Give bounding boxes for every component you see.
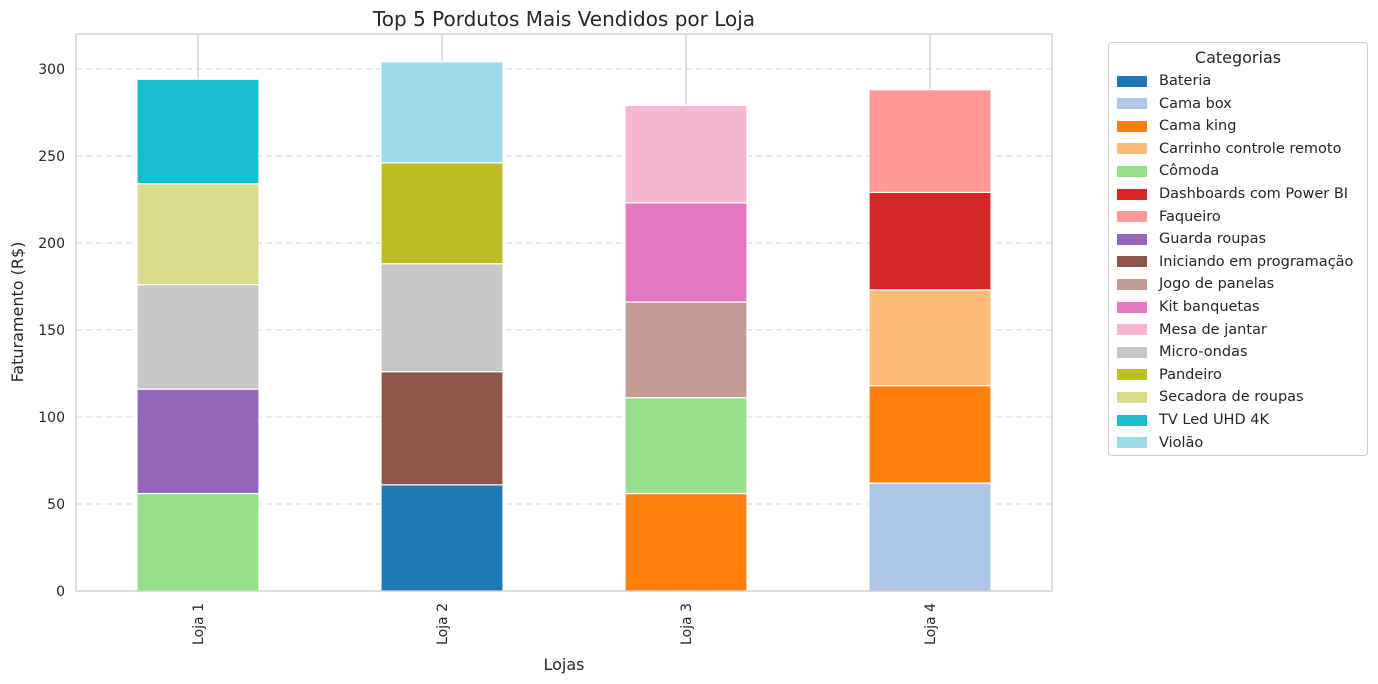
legend-swatch [1117, 188, 1147, 200]
legend-label: Iniciando em programação [1159, 253, 1354, 270]
bar-segment [136, 284, 260, 390]
chart-title: Top 5 Pordutos Mais Vendidos por Loja [372, 7, 755, 31]
bar-segment [380, 61, 504, 164]
legend-label: Kit banquetas [1159, 299, 1260, 315]
bar-segment [868, 289, 992, 387]
legend-label: Micro-ondas [1159, 344, 1248, 361]
legend-swatch [1117, 346, 1147, 358]
legend-item: Pandeiro [1117, 364, 1222, 386]
bar-segment [380, 371, 504, 486]
y-tick-label: 100 [38, 410, 65, 426]
legend-label: Faqueiro [1159, 208, 1221, 225]
legend-item: Violão [1117, 432, 1203, 454]
legend-item: Jogo de panelas [1117, 273, 1274, 295]
legend-label: Dashboards com Power BI [1159, 186, 1349, 202]
legend-item: Guarda roupas [1117, 228, 1266, 250]
x-tick-label: Loja 1 [191, 603, 207, 645]
bar-segment [380, 162, 504, 265]
legend-label: Cama king [1159, 118, 1237, 135]
legend-label: Bateria [1159, 73, 1212, 89]
legend-swatch [1117, 256, 1147, 268]
x-tick-label: Loja 2 [435, 603, 451, 645]
bar-segment [624, 202, 748, 303]
legend-swatch [1117, 391, 1147, 403]
bar-segment [380, 484, 504, 592]
legend-swatch [1117, 437, 1147, 449]
bar-segment [136, 78, 260, 185]
y-axis-ticks: 0 50 100 150 200 250 300 [38, 62, 65, 600]
legend-swatch [1117, 75, 1147, 87]
legend-label: Secadora de roupas [1159, 389, 1304, 406]
legend-item: Dashboards com Power BI [1117, 183, 1348, 205]
legend-item: Mesa de jantar [1117, 319, 1267, 341]
y-tick-label: 150 [38, 323, 65, 339]
legend-swatch [1117, 414, 1147, 426]
legend-swatch [1117, 278, 1147, 290]
legend-swatch [1117, 98, 1147, 110]
legend-item: Cama king [1117, 115, 1236, 137]
bar-segment [624, 397, 748, 495]
bar-segment [868, 482, 992, 592]
bar-segment [136, 388, 260, 495]
legend-title: Categorias [1194, 48, 1282, 67]
legend-label: Carrinho controle remoto [1159, 140, 1342, 157]
legend-label: Cama box [1159, 95, 1232, 112]
bar-segment [868, 191, 992, 291]
x-tick-label: Loja 3 [679, 603, 695, 645]
legend-item: Secadora de roupas [1117, 386, 1304, 408]
y-axis-label: Faturamento (R$) [8, 242, 27, 383]
legend-swatch [1117, 301, 1147, 313]
y-tick-label: 250 [38, 149, 65, 165]
legend-label: Jogo de panelas [1159, 276, 1275, 293]
legend-item: Kit banquetas [1117, 296, 1260, 318]
bar-segment [380, 263, 504, 373]
legend-item: Cama box [1117, 93, 1232, 115]
plot-frame [75, 33, 1053, 592]
legend-label: Cômoda [1159, 163, 1220, 180]
legend-item: Iniciando em programação [1117, 251, 1353, 273]
legend-label: Guarda roupas [1159, 231, 1267, 248]
y-tick-label: 50 [47, 497, 65, 513]
bar-segment [136, 492, 260, 592]
y-tick-label: 0 [56, 584, 65, 600]
legend-label: TV Led UHD 4K [1159, 412, 1269, 428]
legend-label: Mesa de jantar [1159, 321, 1267, 338]
bar-segment [868, 385, 992, 484]
x-axis-ticks: Loja 1 Loja 2 Loja 3 Loja 4 [191, 603, 939, 645]
bar-segment [624, 301, 748, 399]
legend-swatch [1117, 211, 1147, 223]
legend-item: Micro-ondas [1117, 341, 1248, 363]
bar-segment [868, 89, 992, 193]
legend-swatch [1117, 369, 1147, 381]
legend-item: Carrinho controle remoto [1117, 138, 1341, 160]
legend-swatch [1117, 233, 1147, 245]
legend-label: Pandeiro [1159, 366, 1222, 383]
legend-item: Faqueiro [1117, 206, 1221, 228]
legend-swatch [1117, 143, 1147, 155]
legend-item: Cômoda [1117, 160, 1219, 182]
legend-swatch [1117, 120, 1147, 132]
bar-segment [624, 104, 748, 204]
bars-group [136, 61, 992, 592]
legend-label: Violão [1159, 434, 1204, 451]
y-tick-label: 200 [38, 236, 65, 252]
x-tick-label: Loja 4 [923, 603, 939, 645]
bar-segment [136, 183, 260, 286]
legend-swatch [1117, 324, 1147, 336]
legend-swatch [1117, 165, 1147, 177]
y-tick-label: 300 [38, 62, 65, 78]
bar-segment [624, 492, 748, 592]
legend-item: TV Led UHD 4K [1117, 409, 1269, 431]
legend-item: Bateria [1117, 70, 1211, 92]
x-axis-label: Lojas [543, 655, 584, 674]
legend: Categorias Bateria Cama box Cama king Carri… [1108, 42, 1368, 456]
